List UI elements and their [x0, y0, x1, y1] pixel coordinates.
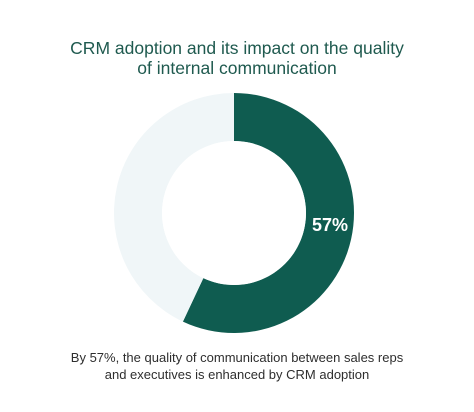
slice-value-label: 57%	[312, 215, 348, 235]
chart-caption-line-1: By 57%, the quality of communication bet…	[70, 350, 404, 365]
donut-slice-adopted	[182, 93, 354, 333]
donut-slice-remainder	[114, 93, 234, 322]
chart-title-line-2: of internal communication	[137, 58, 337, 78]
chart-caption-line-2: and executives is enhanced by CRM adopti…	[104, 367, 370, 382]
chart-title-line-1: CRM adoption and its impact on the quali…	[70, 38, 404, 58]
donut-hole	[162, 141, 306, 285]
